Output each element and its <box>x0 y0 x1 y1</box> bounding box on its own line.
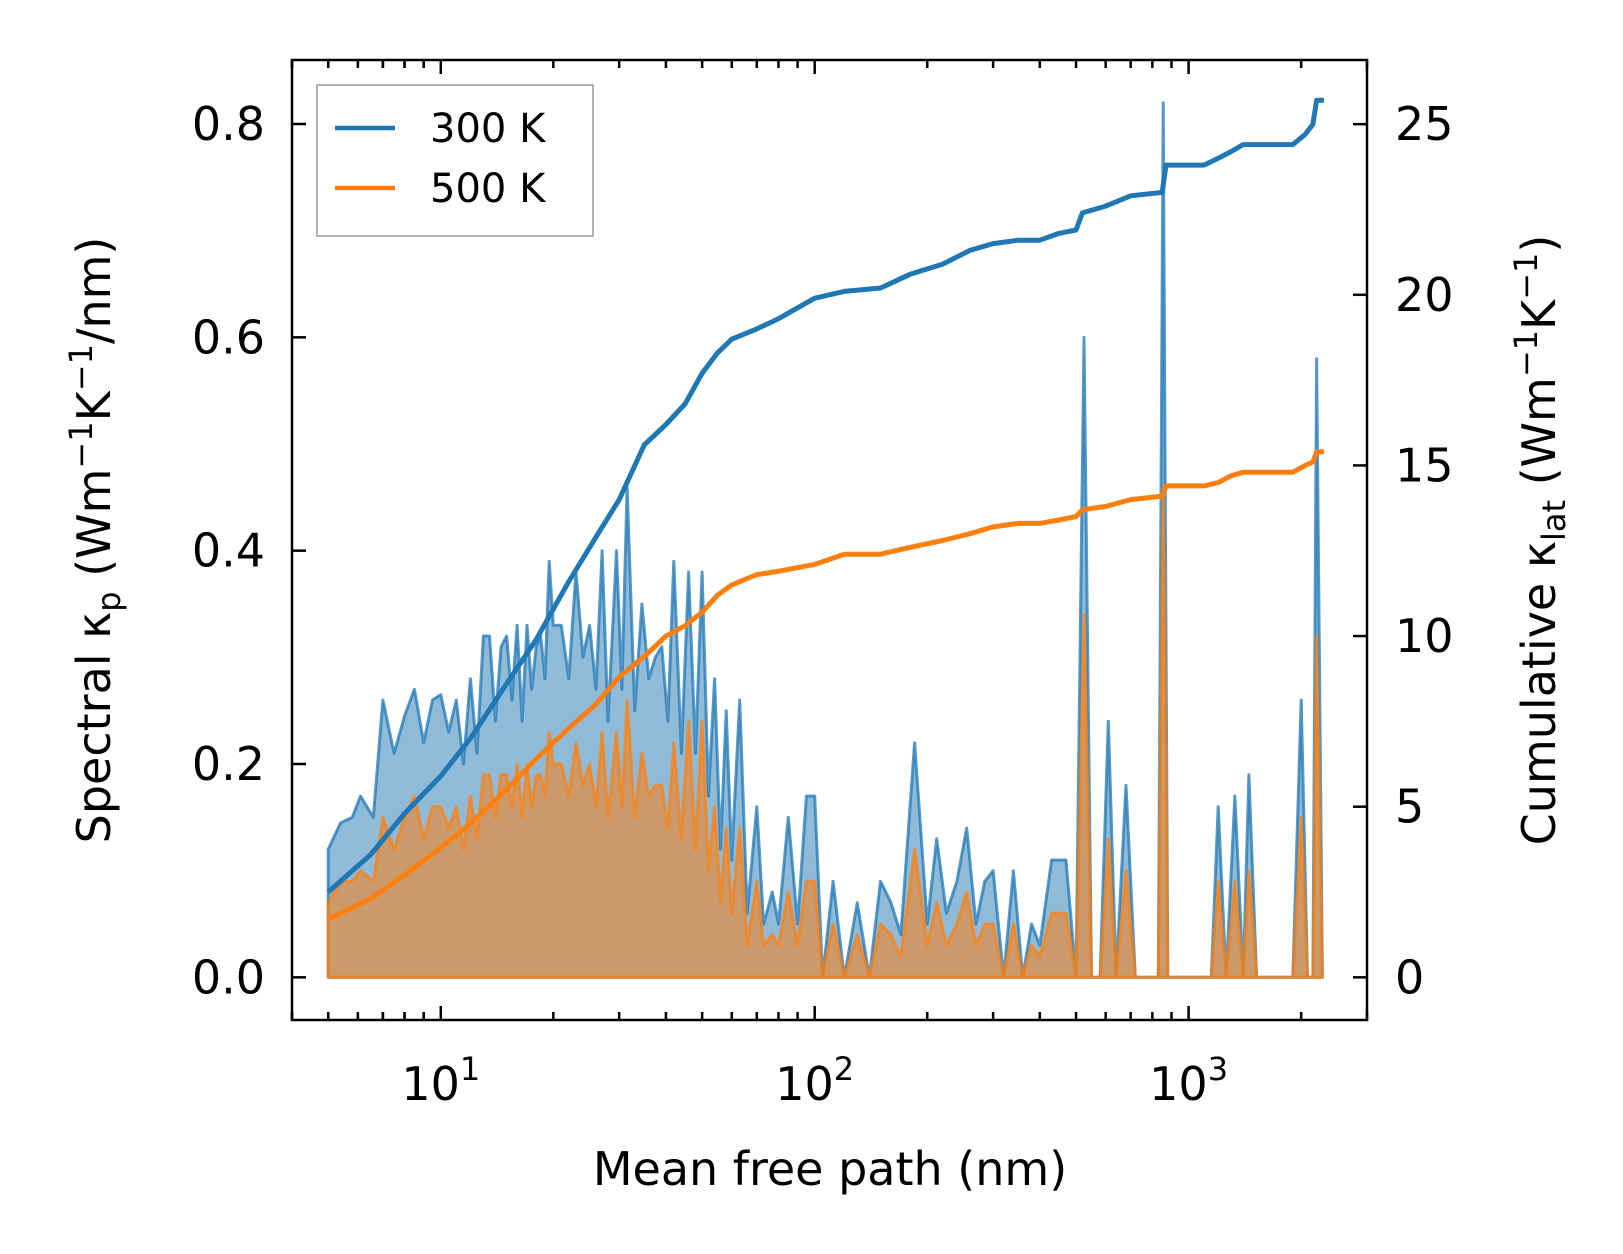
y-left-tick-label: 0.6 <box>192 310 265 364</box>
y-axis-left-label: Spectral κp (Wm−1K−1/nm) <box>62 237 128 844</box>
y-right-tick-labels: 0 5 10 15 20 25 <box>1395 97 1454 1004</box>
y-right-tick-label: 5 <box>1395 780 1424 834</box>
y-right-tick-label: 20 <box>1395 268 1454 322</box>
x-axis-label: Mean free path (nm) <box>593 1142 1067 1196</box>
y-left-tick-label: 0.0 <box>192 950 265 1004</box>
plot-frame <box>290 58 1369 1022</box>
legend: 300 K 500 K <box>316 84 594 237</box>
y-left-tick-labels: 0.0 0.2 0.4 0.6 0.8 <box>192 97 265 1004</box>
y-right-tick-label: 15 <box>1395 438 1454 492</box>
cumulative-line-500k <box>327 449 1324 922</box>
y-axis-right-label: Cumulative κlat (Wm−1K−1) <box>1507 235 1573 846</box>
x-tick-label: 101 <box>401 1050 480 1111</box>
y-left-tick-label: 0.8 <box>192 97 265 151</box>
x-tick-label: 103 <box>1149 1050 1228 1111</box>
y-right-tick-label: 0 <box>1395 950 1424 1004</box>
y-left-tick-label: 0.2 <box>192 737 265 791</box>
cumulative-line-300k <box>326 97 1324 894</box>
x-tick-label: 102 <box>775 1050 854 1111</box>
cumulative-layer <box>326 97 1324 922</box>
tick-layer <box>290 60 1369 1020</box>
y-right-tick-label: 25 <box>1395 97 1454 151</box>
legend-box <box>316 84 594 237</box>
y-right-tick-label: 10 <box>1395 609 1454 663</box>
x-tick-labels: 101 102 103 <box>401 1050 1228 1111</box>
y-left-tick-label: 0.4 <box>192 524 265 578</box>
legend-label-500k: 500 K <box>430 166 547 212</box>
legend-label-300k: 300 K <box>430 106 547 152</box>
